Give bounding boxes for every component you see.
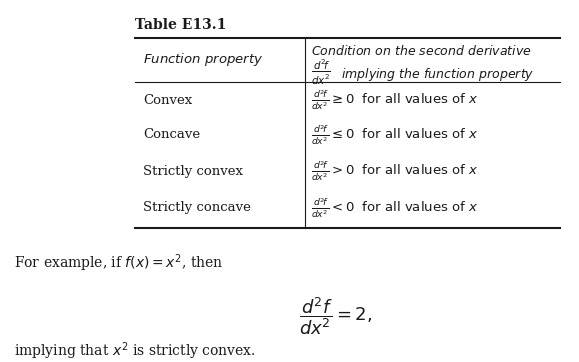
Text: $\frac{d^2\!f}{dx^2} < 0$  for all values of $x$: $\frac{d^2\!f}{dx^2} < 0$ for all values… — [311, 196, 478, 220]
Text: implying that $x^2$ is strictly convex.: implying that $x^2$ is strictly convex. — [14, 340, 256, 362]
Text: $\mathit{Function\ property}$: $\mathit{Function\ property}$ — [143, 51, 263, 68]
Text: $\mathit{implying\ the\ function\ property}$: $\mathit{implying\ the\ function\ proper… — [341, 66, 534, 83]
Text: Strictly concave: Strictly concave — [143, 202, 251, 215]
Text: Strictly convex: Strictly convex — [143, 164, 243, 177]
Text: $\frac{d^2\!f}{dx^2} \leq 0$  for all values of $x$: $\frac{d^2\!f}{dx^2} \leq 0$ for all val… — [311, 123, 478, 147]
Text: $\frac{d^2\!f}{dx^2}$: $\frac{d^2\!f}{dx^2}$ — [311, 58, 331, 87]
Text: Table E13.1: Table E13.1 — [135, 18, 226, 32]
Text: Convex: Convex — [143, 93, 192, 106]
Text: Concave: Concave — [143, 129, 200, 142]
Text: $\dfrac{d^2 f}{dx^2} = 2,$: $\dfrac{d^2 f}{dx^2} = 2,$ — [299, 295, 372, 337]
Text: $\mathit{Condition\ on\ the\ second\ derivative}$: $\mathit{Condition\ on\ the\ second\ der… — [311, 44, 532, 58]
Text: For example, if $f(x) = x^2$, then: For example, if $f(x) = x^2$, then — [14, 252, 223, 274]
Text: $\frac{d^2\!f}{dx^2} \geq 0$  for all values of $x$: $\frac{d^2\!f}{dx^2} \geq 0$ for all val… — [311, 88, 478, 112]
Text: $\frac{d^2\!f}{dx^2} > 0$  for all values of $x$: $\frac{d^2\!f}{dx^2} > 0$ for all values… — [311, 159, 478, 183]
